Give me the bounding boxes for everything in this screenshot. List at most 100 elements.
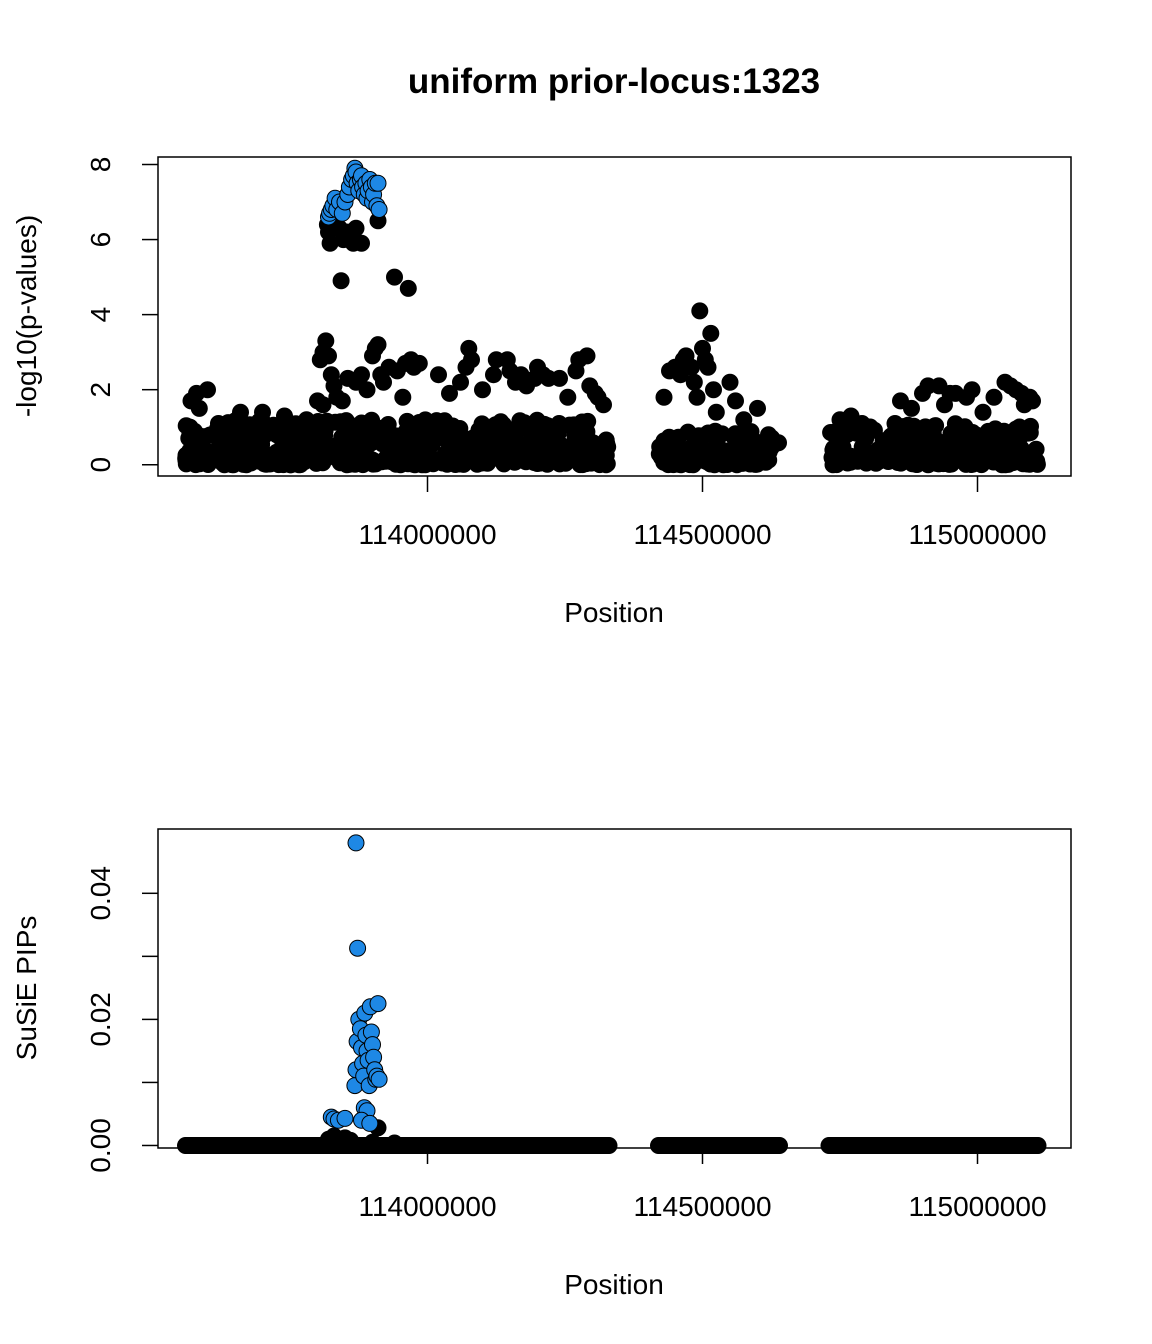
data-point [838, 426, 856, 444]
data-point [595, 396, 612, 414]
data-point [942, 425, 960, 442]
data-point [713, 425, 731, 443]
data-point [822, 424, 840, 441]
data-point [441, 384, 458, 402]
x-tick-label: 114500000 [633, 519, 771, 550]
y-tick-label: 0.04 [85, 866, 116, 921]
data-point [685, 373, 703, 391]
data-point [410, 354, 428, 372]
data-point [735, 411, 753, 429]
data-point [317, 332, 335, 350]
credible-set-point [347, 834, 365, 852]
credible-set-point [370, 201, 388, 218]
data-point [650, 445, 668, 463]
data-point [470, 421, 488, 439]
data-point [395, 440, 413, 458]
data-point [181, 442, 199, 460]
data-point [559, 388, 577, 406]
data-point [320, 347, 337, 365]
data-point [201, 426, 219, 444]
data-point [276, 407, 293, 425]
y-tick-label: 0.02 [85, 992, 116, 1047]
data-point [743, 433, 760, 451]
data-point [985, 388, 1003, 406]
data-point [905, 453, 923, 470]
credible-set-point [361, 1114, 379, 1132]
data-point [517, 420, 535, 438]
data-point [375, 373, 392, 391]
data-point [721, 373, 739, 391]
data-point [853, 447, 871, 464]
data-point [699, 358, 717, 376]
data-point [399, 279, 417, 297]
data-point [342, 1131, 359, 1149]
pvalue-x-axis: 114000000 114500000 115000000 [358, 476, 1047, 550]
data-point [474, 381, 491, 399]
data-point [490, 423, 508, 441]
data-point [705, 381, 722, 399]
data-point [539, 424, 557, 442]
data-point [199, 381, 216, 399]
data-point [886, 415, 904, 432]
data-point [702, 455, 719, 473]
pvalue-panel: 114000000 114500000 115000000 0 2 4 6 8 Positi… [11, 156, 1072, 628]
data-point [869, 447, 887, 465]
x-tick-label: 114500000 [633, 1191, 771, 1222]
x-tick-label: 115000000 [908, 1191, 1046, 1222]
data-point [1011, 445, 1029, 463]
y-tick-label: 0 [85, 457, 116, 473]
pip-x-axis-label: Position [564, 1269, 664, 1300]
data-point [254, 403, 271, 421]
data-point [762, 439, 780, 457]
data-point [727, 392, 744, 410]
data-point [916, 435, 934, 453]
data-point [358, 381, 376, 399]
data-point [281, 456, 299, 474]
data-point [903, 399, 920, 417]
data-point [702, 324, 720, 342]
data-point [600, 1137, 618, 1154]
data-point [655, 388, 673, 406]
data-point [691, 302, 709, 320]
data-point [296, 426, 314, 444]
x-tick-label: 115000000 [908, 519, 1046, 550]
data-point [210, 415, 227, 432]
data-point [332, 272, 350, 290]
data-point [386, 268, 403, 286]
data-point [353, 366, 370, 384]
pvalue-x-axis-label: Position [564, 597, 664, 628]
data-point [727, 453, 745, 471]
credible-set-point [369, 174, 387, 192]
data-point [926, 417, 944, 435]
data-point [232, 403, 249, 421]
data-point [1029, 1137, 1047, 1154]
y-tick-label: 2 [85, 382, 116, 398]
data-point [827, 455, 845, 472]
data-point [333, 428, 351, 446]
y-tick-label: 8 [85, 157, 116, 173]
data-point [369, 336, 387, 354]
x-tick-label: 114000000 [358, 519, 496, 550]
pip-y-axis-label: SuSiE PIPs [11, 916, 42, 1061]
data-point [397, 423, 415, 441]
data-point [707, 403, 725, 421]
data-point [485, 366, 502, 384]
x-tick-label: 114000000 [358, 1191, 496, 1222]
pip-panel: 114000000 114500000 115000000 0.00 0.02 0.04… [11, 828, 1072, 1300]
data-point [380, 445, 397, 463]
data-point [482, 436, 499, 453]
data-point [303, 439, 321, 457]
data-point [418, 428, 436, 446]
data-point [364, 1133, 381, 1151]
data-point [476, 452, 494, 470]
data-point [979, 422, 997, 440]
pip-x-axis: 114000000 114500000 115000000 [358, 1148, 1047, 1222]
data-point [597, 431, 615, 449]
credible-set-point [369, 995, 387, 1013]
data-point [566, 427, 584, 445]
pvalue-points [177, 159, 1046, 474]
y-tick-label: 4 [85, 307, 116, 323]
data-point [243, 449, 261, 466]
data-point [959, 427, 977, 445]
data-point [430, 450, 448, 468]
